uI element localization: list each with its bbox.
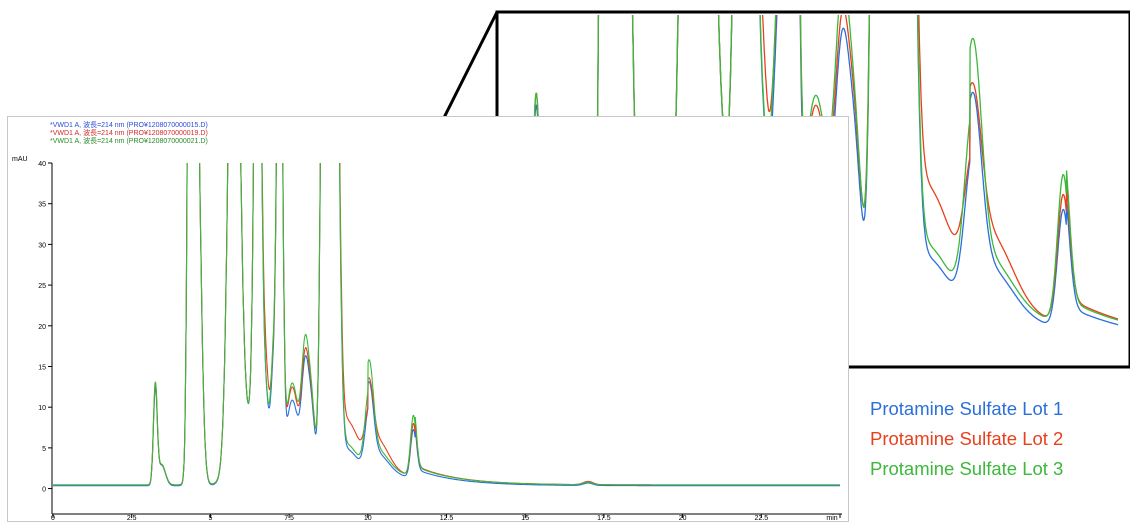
x-tick-label: min — [826, 515, 837, 521]
y-tick-label: 10 — [38, 405, 46, 412]
axis-ticks: 0 2.5 5 7.5 10 12.5 15 17.5 20 22.5 min 0 5 10 15 20 25 3… — [38, 161, 841, 521]
chromatogram-chart: *VWD1 A, 波長=214 nm (PRO¥1208070000015.D)… — [12, 120, 842, 521]
series-line-lot-1 — [53, 163, 841, 487]
series-line-lot-3 — [53, 163, 841, 486]
legend-lot-3: Protamine Sulfate Lot 3 — [870, 458, 1064, 479]
header-line-2: *VWD1 A, 波長=214 nm (PRO¥1208070000019.D) — [50, 128, 208, 137]
y-tick-label: 15 — [38, 364, 46, 371]
y-tick-label: 40 — [38, 161, 46, 168]
series-line-lot-2 — [53, 163, 841, 486]
x-tick-label: 2.5 — [127, 515, 137, 521]
x-tick-label: 5 — [208, 515, 212, 521]
x-tick-label: 20 — [679, 515, 687, 521]
header-line-3: *VWD1 A, 波長=214 nm (PRO¥1208070000021.D) — [50, 136, 208, 145]
zoom-series-line-lot-3 — [519, 15, 1119, 346]
y-axis-unit: mAU — [12, 156, 28, 163]
y-tick-label: 0 — [42, 487, 46, 494]
y-tick-label: 25 — [38, 283, 46, 290]
x-tick-label: 15 — [521, 515, 529, 521]
y-tick-label: 35 — [38, 202, 46, 209]
x-tick-label: 12.5 — [440, 515, 454, 521]
legend-lot-2: Protamine Sulfate Lot 2 — [870, 428, 1064, 449]
x-tick-label: 7.5 — [284, 515, 294, 521]
x-tick-label: 10 — [364, 515, 372, 521]
plot-area — [53, 163, 841, 487]
y-tick-label: 30 — [38, 242, 46, 249]
zoom-series-line-lot-2 — [519, 15, 1119, 346]
x-tick-label: 22.5 — [754, 515, 768, 521]
x-tick-label: 0 — [51, 515, 55, 521]
header-line-1: *VWD1 A, 波長=214 nm (PRO¥1208070000015.D) — [50, 120, 208, 129]
x-tick-label: 17.5 — [597, 515, 611, 521]
y-tick-label: 5 — [42, 446, 46, 453]
legend-lot-1: Protamine Sulfate Lot 1 — [870, 398, 1064, 419]
y-tick-label: 20 — [38, 324, 46, 331]
chromatogram-panel: *VWD1 A, 波長=214 nm (PRO¥1208070000015.D)… — [7, 116, 849, 522]
